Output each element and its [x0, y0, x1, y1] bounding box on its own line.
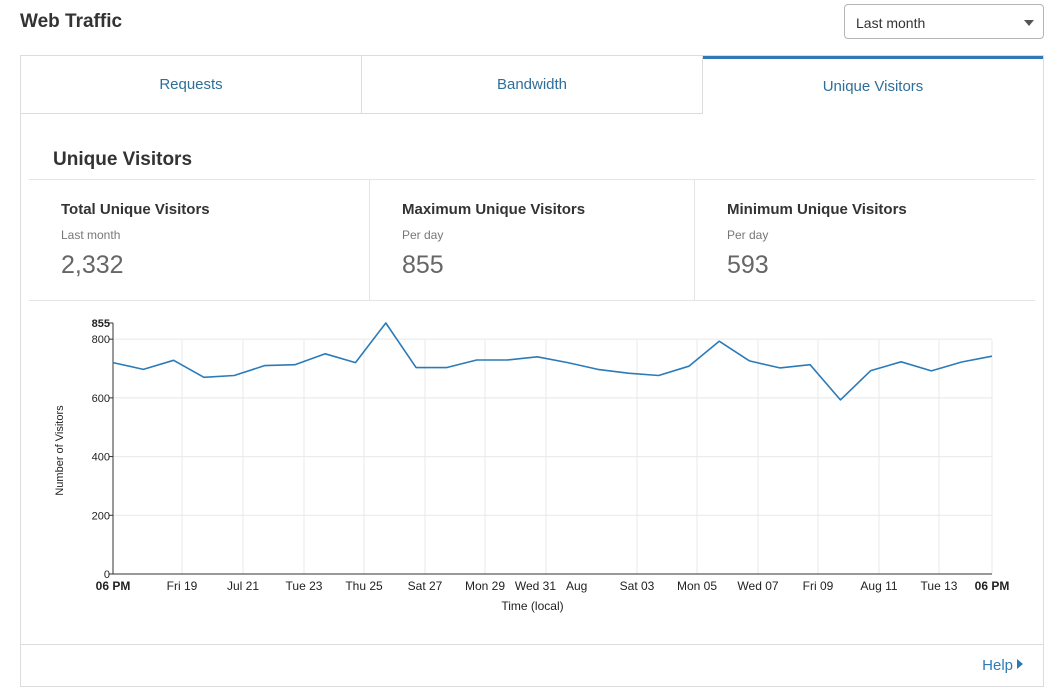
tab-unique-visitors[interactable]: Unique Visitors: [703, 56, 1043, 114]
time-range-select[interactable]: Last month: [844, 4, 1044, 39]
x-tick-label: Wed 07: [737, 579, 778, 593]
stats-row: Total Unique Visitors Last month 2,332 M…: [29, 179, 1035, 301]
tab-requests[interactable]: Requests: [21, 56, 362, 114]
y-tick-label: 0: [104, 569, 110, 581]
caret-right-icon: [1017, 659, 1023, 669]
x-tick-label: Fri 19: [167, 579, 198, 593]
stat-value: 855: [402, 251, 444, 279]
page-title: Web Traffic: [20, 11, 123, 32]
x-tick-label: Aug 11: [860, 579, 897, 593]
data-point: [657, 374, 661, 378]
visitors-line-chart: 0 200 400 600 800 855 06 PM Fri 19 Jul 21 Tue 23 T…: [54, 318, 1010, 613]
data-point: [475, 358, 479, 362]
data-point: [323, 352, 327, 356]
data-point: [232, 374, 236, 378]
data-point: [535, 355, 539, 359]
data-point: [566, 361, 570, 365]
stat-label: Maximum Unique Visitors: [402, 201, 586, 218]
y-tick-label: 855: [92, 318, 110, 330]
x-tick-label: 06 PM: [975, 579, 1010, 593]
chevron-down-icon: [1024, 20, 1034, 26]
x-tick-label: Tue 13: [921, 579, 958, 593]
stat-sublabel: Per day: [727, 228, 769, 242]
x-axis-title: Time (local): [501, 599, 563, 613]
stat-label: Minimum Unique Visitors: [727, 201, 907, 218]
data-point: [414, 366, 418, 370]
x-tick-label: Fri 09: [803, 579, 834, 593]
x-tick-label: Wed 31: [515, 579, 556, 593]
traffic-panel: Requests Bandwidth Unique Visitors Uniqu…: [20, 55, 1044, 687]
x-tick-label: Mon 05: [677, 579, 717, 593]
data-point: [141, 367, 145, 371]
stat-value: 2,332: [61, 251, 124, 279]
tab-bar: Requests Bandwidth Unique Visitors: [21, 56, 1043, 114]
time-range-value: Last month: [856, 15, 926, 31]
data-point: [293, 363, 297, 367]
stat-label: Total Unique Visitors: [61, 201, 210, 218]
stat-value: 593: [727, 251, 769, 279]
x-tick-label: Aug: [566, 579, 587, 593]
panel-footer: Help: [21, 644, 1043, 686]
data-point: [717, 339, 721, 343]
y-tick-label: 600: [92, 393, 110, 405]
y-tick-label: 200: [92, 510, 110, 522]
x-tick-label: Jul 21: [227, 579, 259, 593]
data-point: [869, 369, 873, 373]
help-link[interactable]: Help: [982, 657, 1023, 674]
data-point: [626, 371, 630, 375]
x-tick-label: Mon 29: [465, 579, 505, 593]
section-title: Unique Visitors: [53, 149, 193, 170]
y-tick-label: 400: [92, 452, 110, 464]
stat-minimum: Minimum Unique Visitors Per day 593: [694, 180, 1035, 300]
series-line-unique-visitors: [112, 322, 993, 401]
y-axis-title: Number of Visitors: [54, 405, 66, 496]
y-tick-label: 800: [92, 334, 110, 346]
data-point: [444, 366, 448, 370]
data-point: [687, 364, 691, 368]
stat-maximum: Maximum Unique Visitors Per day 855: [369, 180, 694, 300]
data-point: [263, 364, 267, 368]
data-point: [838, 398, 842, 402]
data-point: [960, 360, 964, 364]
stat-sublabel: Per day: [402, 228, 444, 242]
data-point: [384, 321, 388, 325]
x-tick-label: Tue 23: [286, 579, 323, 593]
data-point: [172, 358, 176, 362]
stat-total: Total Unique Visitors Last month 2,332: [29, 180, 369, 300]
data-point: [505, 358, 509, 362]
x-tick-label: 06 PM: [96, 579, 131, 593]
data-point: [353, 361, 357, 365]
data-point: [808, 363, 812, 367]
data-point: [899, 360, 903, 364]
data-point: [596, 367, 600, 371]
data-point: [778, 366, 782, 370]
x-tick-label: Sat 03: [620, 579, 655, 593]
x-tick-label: Thu 25: [345, 579, 383, 593]
help-label: Help: [982, 657, 1013, 674]
data-point: [202, 375, 206, 379]
data-point: [929, 369, 933, 373]
data-point: [748, 359, 752, 363]
tab-bandwidth[interactable]: Bandwidth: [362, 56, 703, 114]
data-point: [990, 354, 994, 358]
x-tick-label: Sat 27: [408, 579, 443, 593]
stat-sublabel: Last month: [61, 228, 121, 242]
data-point: [111, 361, 115, 365]
